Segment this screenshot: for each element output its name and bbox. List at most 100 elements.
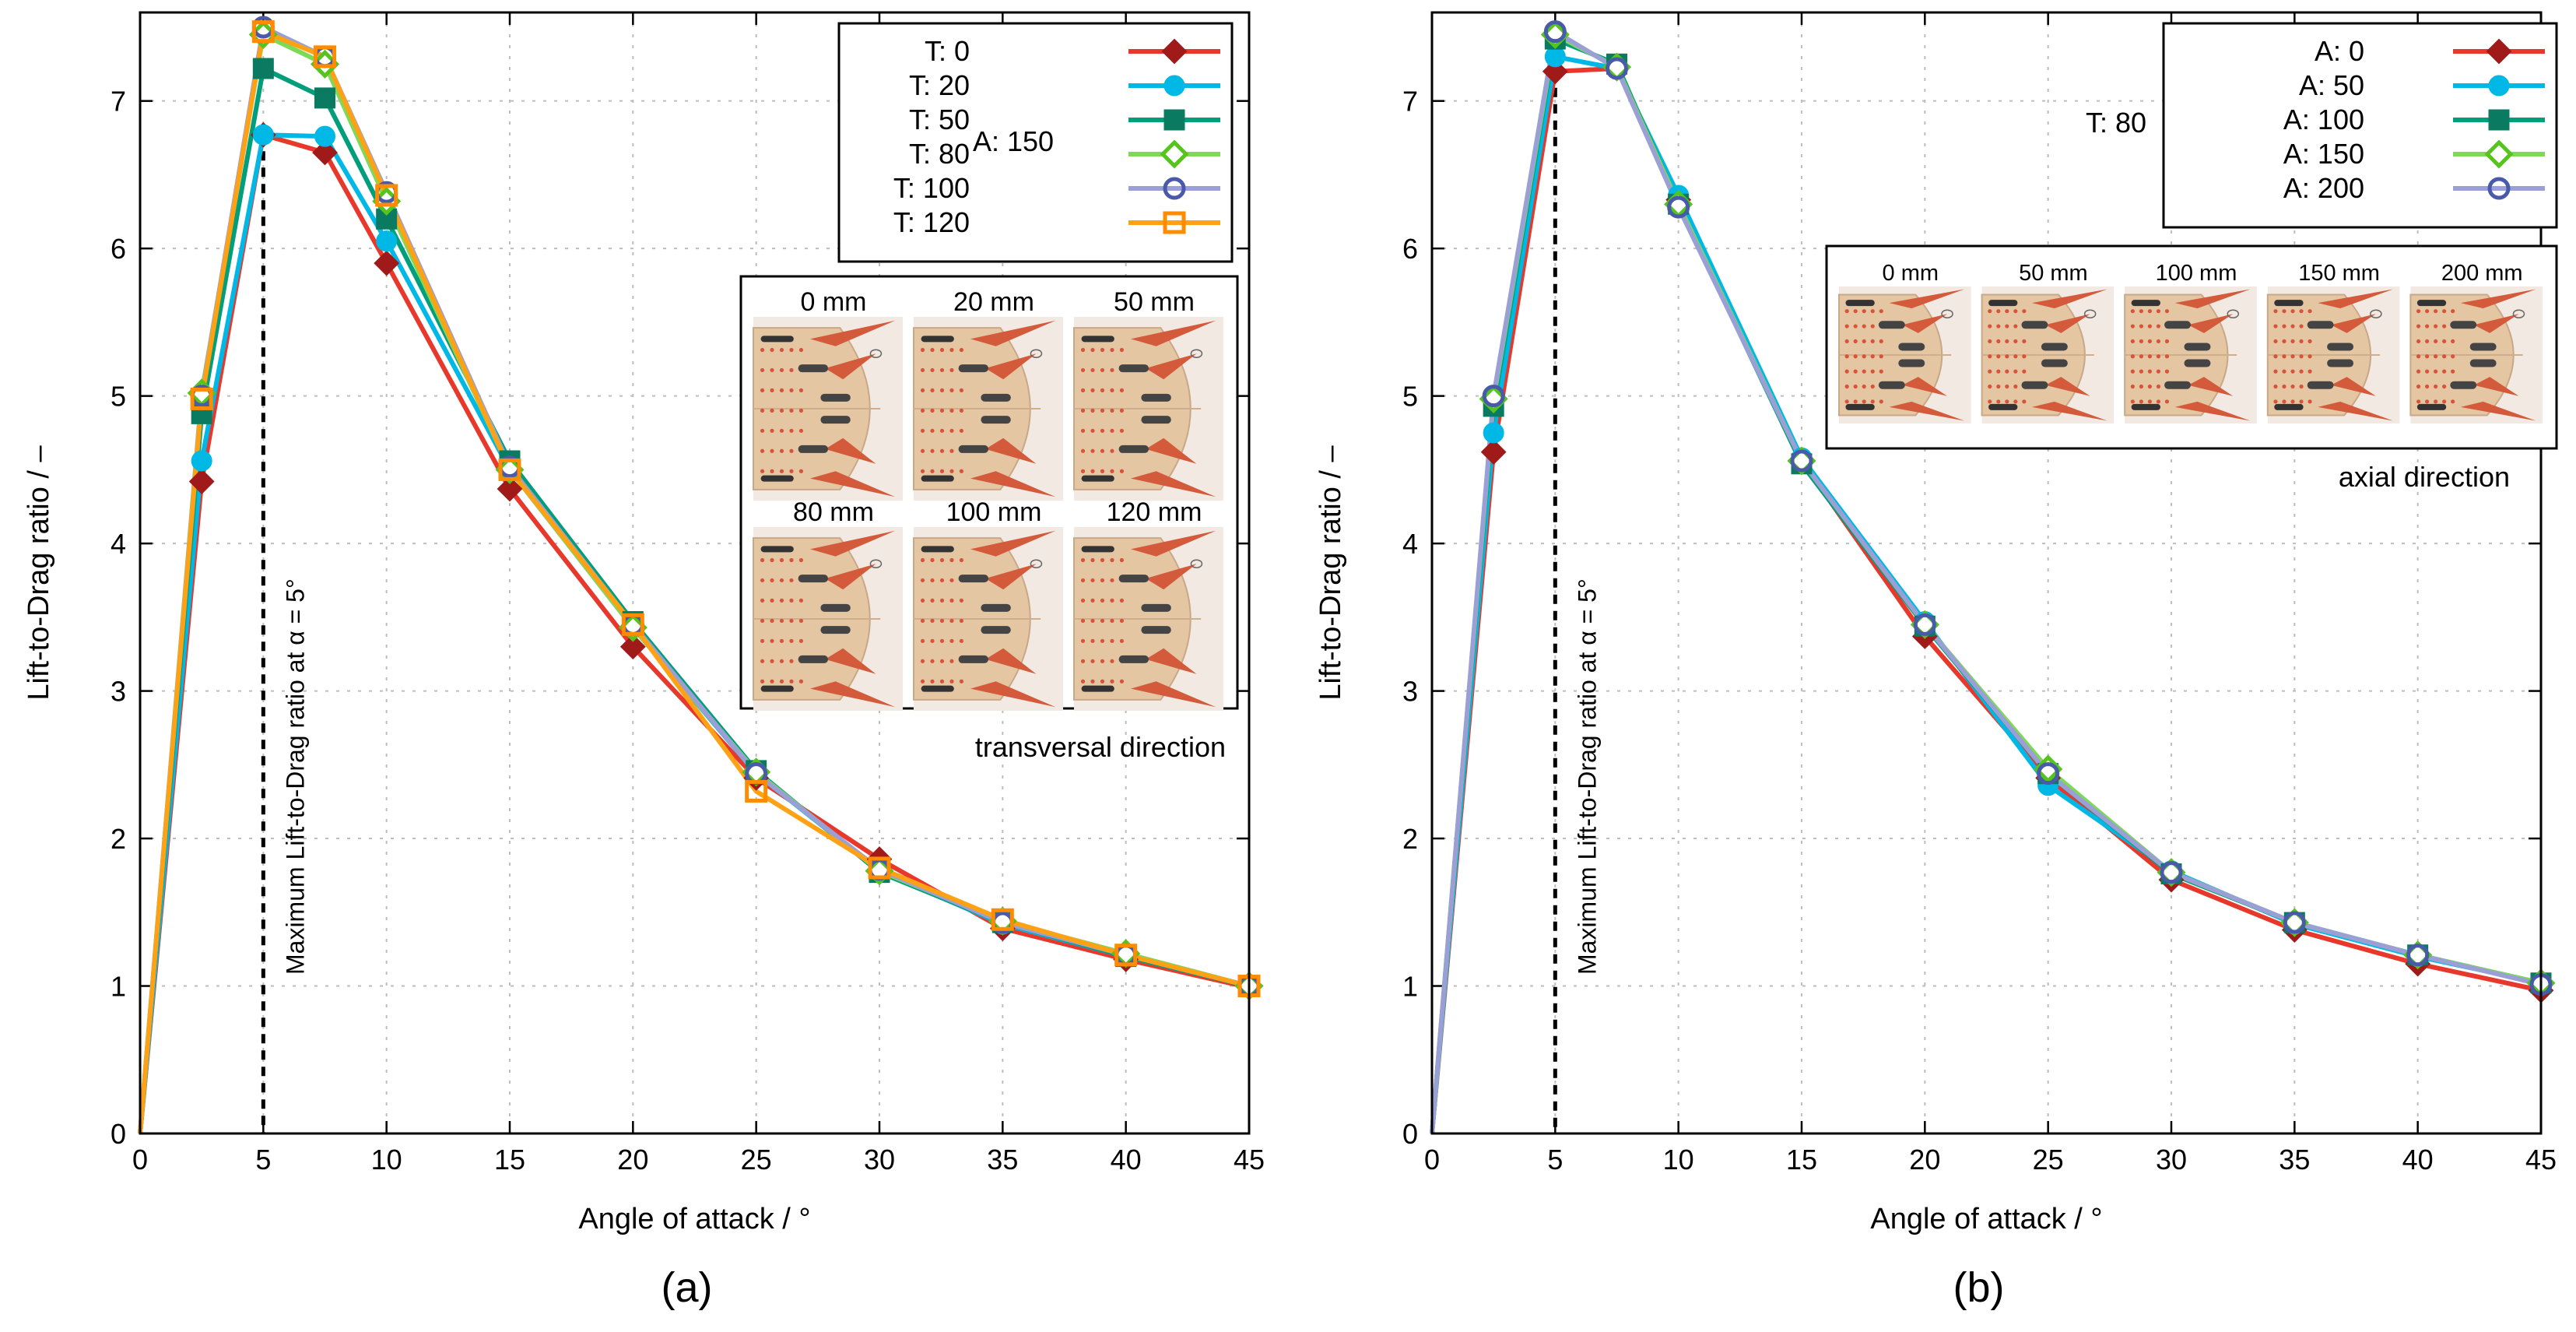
series-a-200-point [1606,57,1628,80]
series-t-20-point [191,450,212,472]
legend-label: A: 200 [2283,172,2364,204]
x-axis-label: Angle of attack / ° [578,1203,810,1235]
series-t-120-point [991,908,1014,931]
annotation-text: Maximum Lift-to-Drag ratio at α = 5° [1573,578,1601,975]
legend-label: T: 100 [893,172,970,204]
inset-image-label: 50 mm [1114,287,1195,317]
series-a-50-point [1483,422,1504,444]
y-tick-label: 3 [111,676,126,708]
series-t-20-point [314,125,335,147]
x-tick-label: 5 [255,1144,271,1176]
head-image-icon [753,527,903,711]
series-a-200-point [1543,20,1567,44]
series-a-200-point [2283,911,2306,934]
series-group [138,16,1264,1134]
legend-marker [2486,38,2512,65]
max-annotation: Maximum Lift-to-Drag ratio at α = 5° [1553,71,1601,1133]
y-tick-label: 5 [111,381,126,413]
head-image-icon [1073,317,1223,501]
x-tick-label: 45 [2525,1144,2557,1176]
series-t-50-point [314,87,335,109]
inset-image-label: 120 mm [1107,497,1202,527]
legend-label: A: 0 [2315,35,2364,67]
x-tick-label: 20 [1909,1144,1940,1176]
x-tick-label: 0 [132,1144,148,1176]
y-tick-label: 2 [1402,823,1418,855]
series-t-120-point [498,458,521,481]
series-a-200-point [2406,944,2430,967]
x-tick-label: 25 [741,1144,772,1176]
legend-marker [2488,109,2510,131]
inset-image-label: 100 mm [2156,261,2237,286]
x-tick-label: 35 [2279,1144,2310,1176]
series-a-200-point [1482,385,1505,408]
legend-marker [2484,139,2514,169]
series-t-120-point [190,387,213,410]
head-image-icon [2409,286,2543,423]
series-a-50-point [1544,46,1566,68]
x-tick-label: 40 [1111,1144,1142,1176]
x-axis-label: Angle of attack / ° [1870,1203,2102,1235]
legend-group-label: A: 150 [973,125,1054,157]
panel-label: (b) [1953,1264,2005,1311]
head-image-icon [913,527,1063,711]
inset-image-label: 0 mm [1883,261,1939,286]
series-t-120-point [621,613,644,636]
series-t-0-point [188,469,215,494]
series-t-120-point [375,184,398,207]
legend-label: T: 0 [925,35,970,67]
head-image-icon [2124,286,2257,423]
series-a-200-point [2160,861,2183,884]
legend-label: A: 50 [2299,69,2364,101]
legend-label: T: 80 [909,138,970,170]
legend-marker [1163,177,1186,200]
x-tick-label: 10 [371,1144,402,1176]
legend-marker [1163,109,1185,131]
y-tick-label: 1 [1402,971,1418,1003]
x-tick-label: 40 [2402,1144,2434,1176]
legend-label: T: 50 [909,104,970,135]
y-tick-label: 5 [1402,381,1418,413]
y-tick-label: 2 [111,823,126,855]
x-tick-label: 30 [2156,1144,2187,1176]
annotation-text: Maximum Lift-to-Drag ratio at α = 5° [281,578,309,975]
y-tick-label: 1 [111,971,126,1003]
x-tick-label: 25 [2033,1144,2064,1176]
series-t-20-point [252,124,274,146]
x-tick-label: 10 [1663,1144,1694,1176]
legend-label: A: 100 [2283,104,2364,135]
legend-label: A: 150 [2283,138,2364,170]
panel-label: (a) [662,1264,713,1311]
head-image-icon [2266,286,2400,423]
legend-label: T: 20 [909,69,970,101]
y-tick-label: 7 [111,86,126,118]
series-a-150-point [2034,754,2063,784]
y-tick-label: 0 [111,1118,126,1150]
max-annotation: Maximum Lift-to-Drag ratio at α = 5° [261,135,309,1133]
x-tick-label: 15 [1786,1144,1817,1176]
inset-image-label: 50 mm [2019,261,2088,286]
head-image-icon [1838,286,1971,423]
series-a-200-point [1790,449,1813,473]
inset-image-label: 100 mm [946,497,1042,527]
series-t-120-point [314,45,336,69]
series-group [1430,19,2556,1134]
plot-frame [139,11,1251,1135]
inset-image-label: 20 mm [953,287,1034,317]
inset-caption: axial direction [2339,461,2510,493]
head-image-icon [1073,527,1223,711]
head-image-icon [1981,286,2114,423]
x-tick-label: 5 [1547,1144,1563,1176]
series-t-0-point [497,476,523,502]
series-a-0-point [1542,58,1568,85]
series-t-120-point [745,779,768,803]
y-tick-label: 4 [111,528,126,560]
inset-image: 0 mm 20 mm 50 mm 80 mm 100 mm 120 mm transvers… [739,275,1239,763]
series-t-120-line [138,29,1250,1134]
